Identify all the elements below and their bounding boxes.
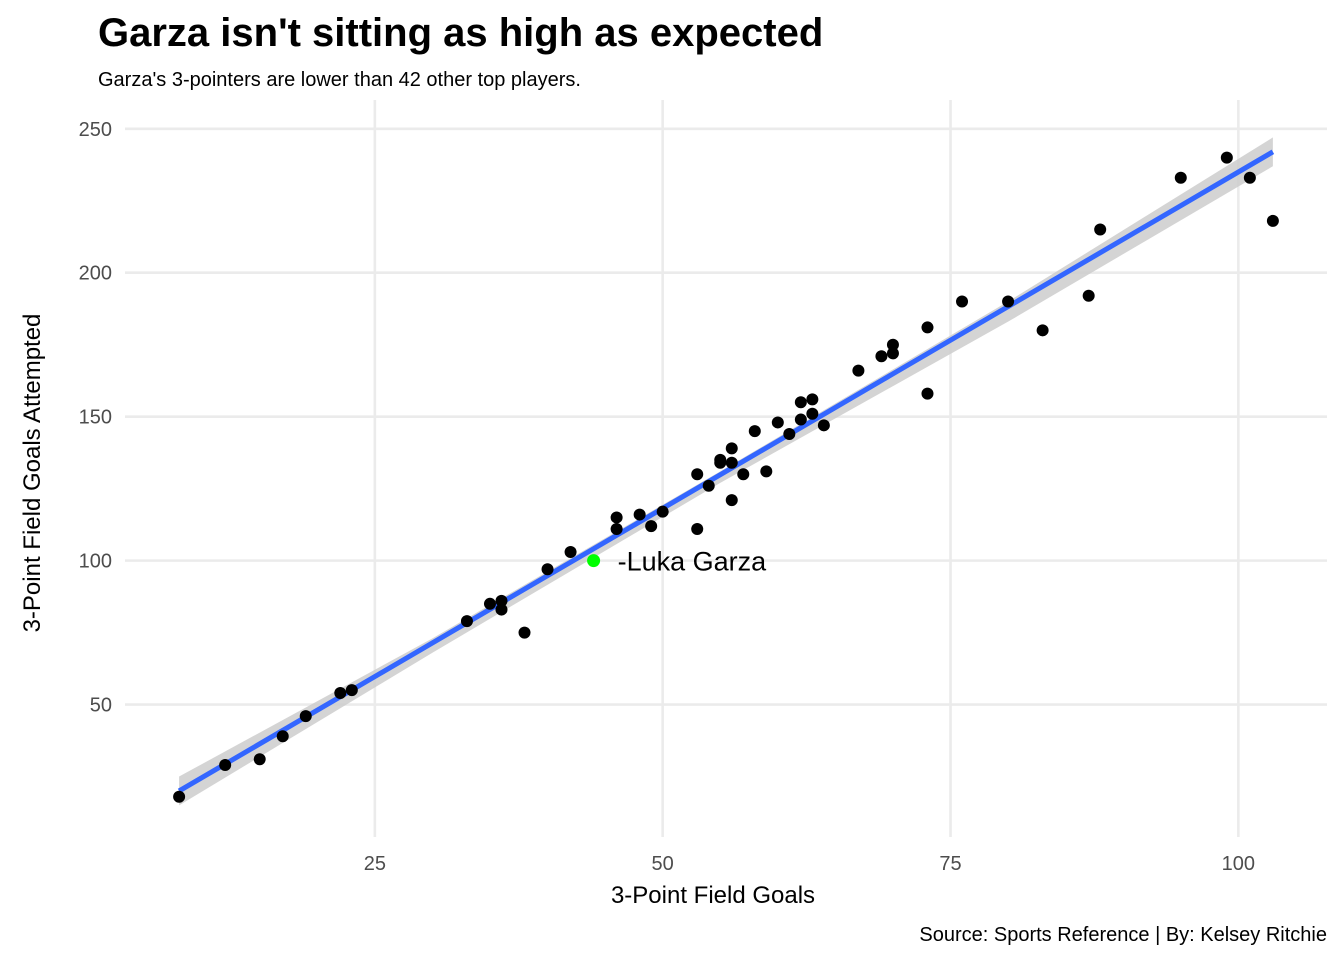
chart-title: Garza isn't sitting as high as expected — [98, 11, 823, 55]
data-point — [483, 597, 496, 610]
y-axis-title: 3-Point Field Goals Attempted — [19, 314, 46, 633]
y-tick-label: 100 — [79, 551, 112, 573]
data-point — [610, 511, 623, 524]
y-tick-label: 250 — [79, 119, 112, 141]
data-point — [334, 687, 347, 700]
data-point — [771, 416, 784, 429]
data-point — [886, 347, 899, 360]
y-tick-label: 50 — [90, 695, 112, 717]
data-point — [1266, 214, 1279, 227]
data-point — [702, 479, 715, 492]
tick-labels: 50 100 150 200 250 25 50 75 100 — [79, 119, 1255, 875]
x-tick-label: 25 — [364, 853, 386, 875]
trend-line-group — [177, 149, 1275, 794]
data-point — [783, 427, 796, 440]
data-point — [633, 508, 646, 521]
data-point — [794, 396, 807, 409]
data-point — [794, 413, 807, 426]
data-point — [875, 350, 888, 363]
data-point — [921, 321, 934, 334]
data-point — [725, 456, 738, 469]
data-point — [219, 759, 232, 772]
y-tick-label: 200 — [79, 263, 112, 285]
data-point — [253, 753, 266, 766]
data-point — [725, 494, 738, 507]
data-point — [1036, 324, 1049, 337]
data-point — [725, 442, 738, 455]
data-point — [1174, 171, 1187, 184]
data-point — [299, 710, 312, 723]
data-point — [748, 425, 761, 438]
x-tick-label: 50 — [652, 853, 674, 875]
data-point — [541, 563, 554, 576]
gridlines — [125, 100, 1327, 837]
data-point — [495, 594, 508, 607]
data-point — [691, 468, 704, 481]
data-point — [276, 730, 289, 743]
data-point — [1094, 223, 1107, 236]
data-point — [817, 419, 830, 432]
data-point — [173, 790, 186, 803]
data-point — [806, 407, 819, 420]
data-point — [1082, 289, 1095, 302]
data-point — [495, 603, 508, 616]
data-point — [852, 364, 865, 377]
data-point — [460, 615, 473, 628]
trend-line — [177, 149, 1275, 794]
x-tick-label: 100 — [1222, 853, 1255, 875]
data-point — [610, 522, 623, 535]
data-point — [1220, 151, 1233, 164]
data-point — [1002, 295, 1015, 308]
x-axis-title: 3-Point Field Goals — [611, 882, 815, 909]
data-points: -Luka Garza — [173, 151, 1279, 803]
data-point — [886, 338, 899, 351]
data-point — [737, 468, 750, 481]
highlight-point — [587, 554, 601, 568]
data-point — [921, 387, 934, 400]
data-point — [760, 465, 773, 478]
data-point — [656, 505, 669, 518]
data-point — [1243, 171, 1256, 184]
y-tick-label: 150 — [79, 407, 112, 429]
x-tick-label: 75 — [939, 853, 961, 875]
chart-subtitle: Garza's 3-pointers are lower than 42 oth… — [98, 69, 581, 91]
data-point — [645, 520, 658, 533]
data-point — [691, 522, 704, 535]
data-point — [956, 295, 969, 308]
data-point — [564, 545, 577, 558]
data-point — [806, 393, 819, 406]
chart-caption: Source: Sports Reference | By: Kelsey Ri… — [919, 924, 1327, 946]
highlight-label: -Luka Garza — [618, 547, 768, 577]
data-point — [345, 684, 358, 697]
data-point — [518, 626, 531, 639]
data-point — [714, 456, 727, 469]
